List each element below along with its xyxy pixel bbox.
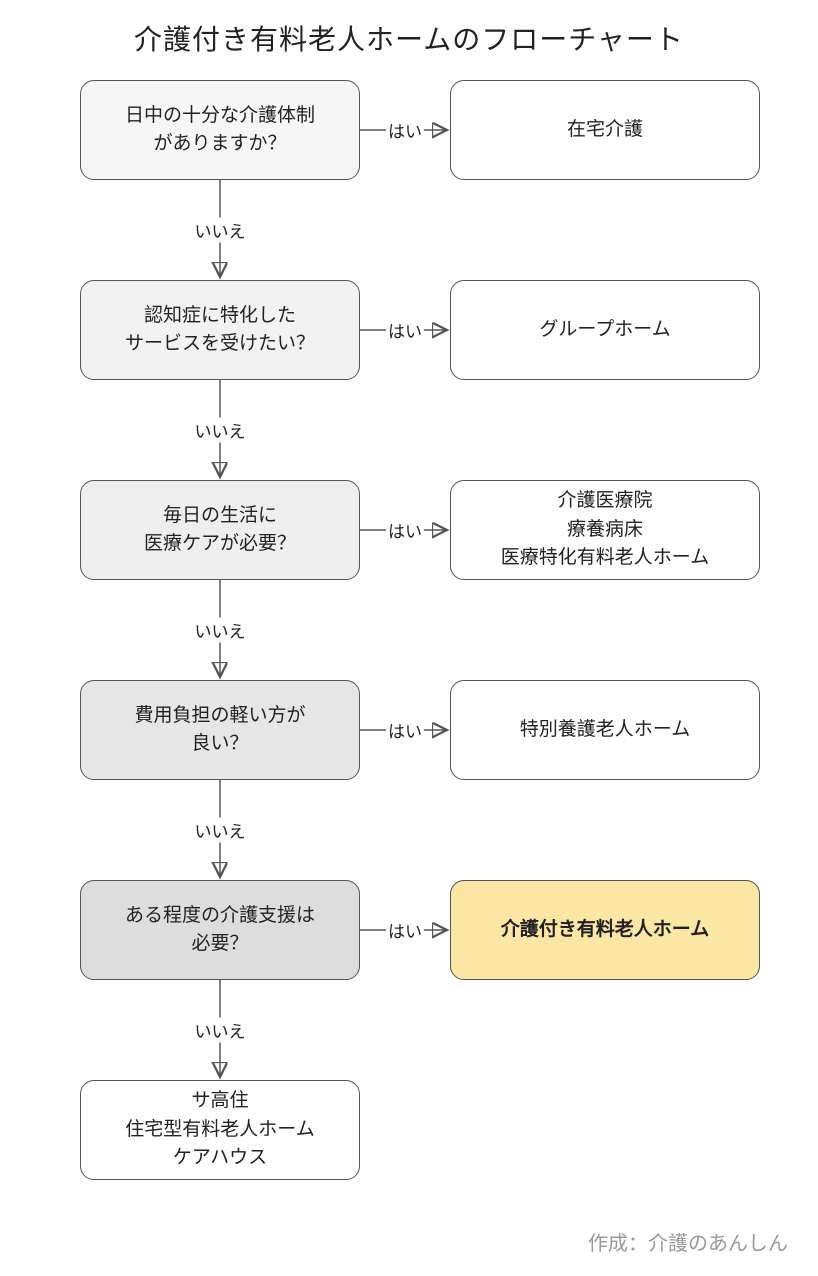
node-text-line: 住宅型有料老人ホーム <box>125 1116 314 1145</box>
yes-label-4: はい <box>386 718 424 743</box>
yes-label-3: はい <box>386 518 424 543</box>
yes-label-5: はい <box>386 918 424 943</box>
answer-1: 在宅介護 <box>450 80 760 180</box>
node-text-line: 在宅介護 <box>567 116 643 145</box>
credit-text: 作成：介護のあんしん <box>588 1227 788 1256</box>
node-text-line: サービスを受けたい？ <box>125 330 315 359</box>
no-label-4: いいえ <box>193 818 248 843</box>
node-text-line: サ高住 <box>191 1087 248 1116</box>
node-text-line: 認知症に特化した <box>144 302 296 331</box>
no-label-5: いいえ <box>193 1018 248 1043</box>
node-text-line: 介護付き有料老人ホーム <box>501 916 709 945</box>
no-label-3: いいえ <box>193 618 248 643</box>
node-text-line: 療養病床 <box>567 516 643 545</box>
node-text-line: 日中の十分な介護体制 <box>125 102 315 131</box>
node-text-line: ケアハウス <box>173 1144 267 1173</box>
node-text-line: 良い？ <box>191 730 248 759</box>
node-text-line: グループホーム <box>539 316 670 345</box>
node-text-line: 必要？ <box>191 930 248 959</box>
question-3: 毎日の生活に医療ケアが必要？ <box>80 480 360 580</box>
node-text-line: 医療特化有料老人ホーム <box>501 544 709 573</box>
node-text-line: 医療ケアが必要？ <box>144 530 296 559</box>
no-label-2: いいえ <box>193 418 248 443</box>
node-text-line: 費用負担の軽い方が <box>134 702 305 731</box>
node-text-line: 特別養護老人ホーム <box>520 716 690 745</box>
node-text-line: ある程度の介護支援は <box>125 902 315 931</box>
yes-label-1: はい <box>386 118 424 143</box>
answer-5: 介護付き有料老人ホーム <box>450 880 760 980</box>
final-no-answer: サ高住住宅型有料老人ホームケアハウス <box>80 1080 360 1180</box>
question-4: 費用負担の軽い方が良い？ <box>80 680 360 780</box>
node-text-line: 介護医療院 <box>557 487 652 516</box>
question-2: 認知症に特化したサービスを受けたい？ <box>80 280 360 380</box>
answer-3: 介護医療院療養病床医療特化有料老人ホーム <box>450 480 760 580</box>
no-label-1: いいえ <box>193 218 248 243</box>
chart-title: 介護付き有料老人ホームのフローチャート <box>0 18 818 58</box>
answer-2: グループホーム <box>450 280 760 380</box>
question-5: ある程度の介護支援は必要？ <box>80 880 360 980</box>
question-1: 日中の十分な介護体制がありますか？ <box>80 80 360 180</box>
node-text-line: がありますか？ <box>153 130 286 159</box>
yes-label-2: はい <box>386 318 424 343</box>
node-text-line: 毎日の生活に <box>163 502 277 531</box>
answer-4: 特別養護老人ホーム <box>450 680 760 780</box>
